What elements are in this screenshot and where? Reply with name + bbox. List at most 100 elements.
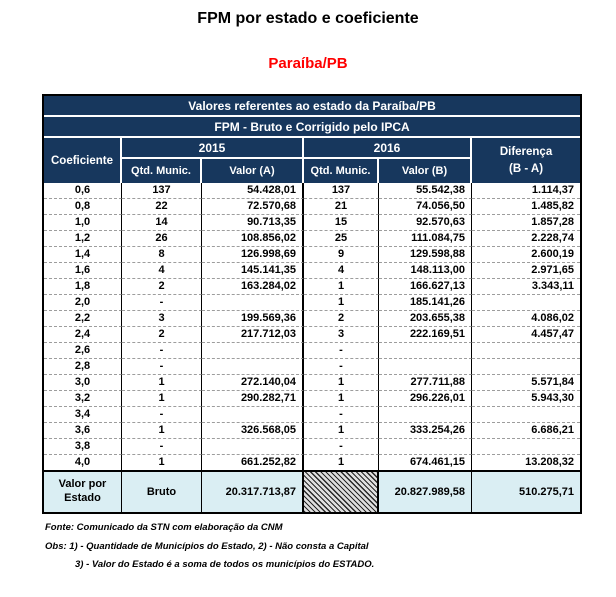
col-header-coeficiente: Coeficiente [44, 138, 122, 183]
cell-qtd-2015: - [122, 439, 202, 455]
cell-qtd-2016: 1 [304, 455, 379, 472]
cell-qtd-2015: 3 [122, 311, 202, 327]
cell-qtd-2016: 2 [304, 311, 379, 327]
cell-coeficiente: 3,8 [44, 439, 122, 455]
cell-valor-a: 108.856,02 [202, 231, 304, 247]
cell-valor-b: 111.084,75 [379, 231, 472, 247]
cell-qtd-2016: 1 [304, 423, 379, 439]
cell-valor-b [379, 359, 472, 375]
cell-coeficiente: 3,4 [44, 407, 122, 423]
cell-coeficiente: 3,6 [44, 423, 122, 439]
table-row: 1,8 2 163.284,02 1 166.627,13 3.343,11 [44, 279, 581, 295]
col-header-2016: 2016 [304, 138, 472, 159]
cell-valor-a: 145.141,35 [202, 263, 304, 279]
col-header-qtd-munic-2015: Qtd. Munic. [122, 159, 202, 183]
cell-coeficiente: 2,8 [44, 359, 122, 375]
col-header-valor-a: Valor (A) [202, 159, 304, 183]
cell-diferenca: 4.457,47 [472, 327, 581, 343]
page-title: FPM por estado e coeficiente [197, 10, 419, 27]
cell-valor-a: 661.252,82 [202, 455, 304, 472]
note-obs-1: Obs: 1) - Quantidade de Municípios do Es… [45, 540, 369, 552]
table-row: 1,0 14 90.713,35 15 92.570,63 1.857,28 [44, 215, 581, 231]
cell-coeficiente: 1,8 [44, 279, 122, 295]
header-banner-fpm: FPM - Bruto e Corrigido pelo IPCA [44, 117, 581, 138]
cell-diferenca: 2.228,74 [472, 231, 581, 247]
cell-valor-b: 166.627,13 [379, 279, 472, 295]
cell-diferenca [472, 295, 581, 311]
cell-valor-b: 296.226,01 [379, 391, 472, 407]
cell-valor-b [379, 407, 472, 423]
cell-diferenca: 2.600,19 [472, 247, 581, 263]
cell-diferenca [472, 407, 581, 423]
cell-diferenca [472, 343, 581, 359]
cell-diferenca: 2.971,65 [472, 263, 581, 279]
cell-diferenca: 5.571,84 [472, 375, 581, 391]
col-header-valor-b: Valor (B) [379, 159, 472, 183]
col-header-diferenca-line2: (B - A) [508, 162, 544, 175]
cell-qtd-2015: 2 [122, 279, 202, 295]
note-fonte: Fonte: Comunicado da STN com elaboração … [45, 522, 283, 533]
cell-coeficiente: 1,0 [44, 215, 122, 231]
cell-diferenca [472, 359, 581, 375]
cell-qtd-2015: 22 [122, 199, 202, 215]
cell-qtd-2015: 1 [122, 391, 202, 407]
col-header-diferenca-line1: Diferença [499, 145, 553, 158]
table-row: 0,8 22 72.570,68 21 74.056,50 1.485,82 [44, 199, 581, 215]
cell-diferenca: 13.208,32 [472, 455, 581, 472]
table-row: 2,0- 1 185.141,26 [44, 295, 581, 311]
cell-qtd-2015: 4 [122, 263, 202, 279]
cell-qtd-2016: 25 [304, 231, 379, 247]
footer-hatch-cell [304, 472, 379, 512]
cell-coeficiente: 1,4 [44, 247, 122, 263]
cell-qtd-2016: 1 [304, 295, 379, 311]
cell-valor-a: 326.568,05 [202, 423, 304, 439]
cell-valor-a: 126.998,69 [202, 247, 304, 263]
cell-qtd-2016: 1 [304, 279, 379, 295]
cell-qtd-2015: 8 [122, 247, 202, 263]
cell-qtd-2016: 1 [304, 375, 379, 391]
table-row: 1,2 26 108.856,02 25 111.084,75 2.228,74 [44, 231, 581, 247]
cell-qtd-2015: 14 [122, 215, 202, 231]
cell-valor-b: 129.598,88 [379, 247, 472, 263]
cell-valor-b: 92.570,63 [379, 215, 472, 231]
cell-coeficiente: 0,8 [44, 199, 122, 215]
footer-bruto: Bruto [122, 472, 202, 512]
note-obs-2: 3) - Valor do Estado é a soma de todos o… [75, 559, 375, 571]
cell-qtd-2016: 1 [304, 391, 379, 407]
cell-valor-a [202, 439, 304, 455]
col-header-diferenca: Diferença (B - A) [472, 138, 581, 183]
cell-valor-b: 222.169,51 [379, 327, 472, 343]
cell-valor-b: 74.056,50 [379, 199, 472, 215]
cell-qtd-2016: - [304, 359, 379, 375]
cell-coeficiente: 3,0 [44, 375, 122, 391]
cell-valor-a: 290.282,71 [202, 391, 304, 407]
table-row: 2,4 2 217.712,03 3 222.169,51 4.457,47 [44, 327, 581, 343]
cell-qtd-2015: - [122, 407, 202, 423]
table-row: 3,0 1 272.140,04 1 277.711,88 5.571,84 [44, 375, 581, 391]
cell-valor-b [379, 343, 472, 359]
cell-valor-b [379, 439, 472, 455]
table-header: Valores referentes ao estado da Paraíba/… [44, 96, 581, 183]
footer-label: Valor por Estado [44, 472, 122, 512]
cell-qtd-2015: 1 [122, 375, 202, 391]
cell-valor-b: 185.141,26 [379, 295, 472, 311]
cell-diferenca: 5.943,30 [472, 391, 581, 407]
cell-qtd-2015: 1 [122, 423, 202, 439]
cell-valor-a: 217.712,03 [202, 327, 304, 343]
cell-valor-a [202, 407, 304, 423]
cell-qtd-2016: 3 [304, 327, 379, 343]
notes: Fonte: Comunicado da STN com elaboração … [45, 519, 616, 575]
table-row: 3,4- - [44, 407, 581, 423]
cell-qtd-2015: - [122, 359, 202, 375]
cell-valor-b: 203.655,38 [379, 311, 472, 327]
cell-valor-a [202, 343, 304, 359]
cell-coeficiente: 0,6 [44, 183, 122, 199]
fpm-table: Valores referentes ao estado da Paraíba/… [42, 94, 583, 514]
table-row: 3,2 1 290.282,71 1 296.226,01 5.943,30 [44, 391, 581, 407]
cell-valor-a: 163.284,02 [202, 279, 304, 295]
cell-qtd-2015: - [122, 343, 202, 359]
cell-qtd-2015: 137 [122, 183, 202, 199]
cell-valor-b: 148.113,00 [379, 263, 472, 279]
cell-coeficiente: 1,2 [44, 231, 122, 247]
footer-diferenca: 510.275,71 [472, 472, 581, 512]
